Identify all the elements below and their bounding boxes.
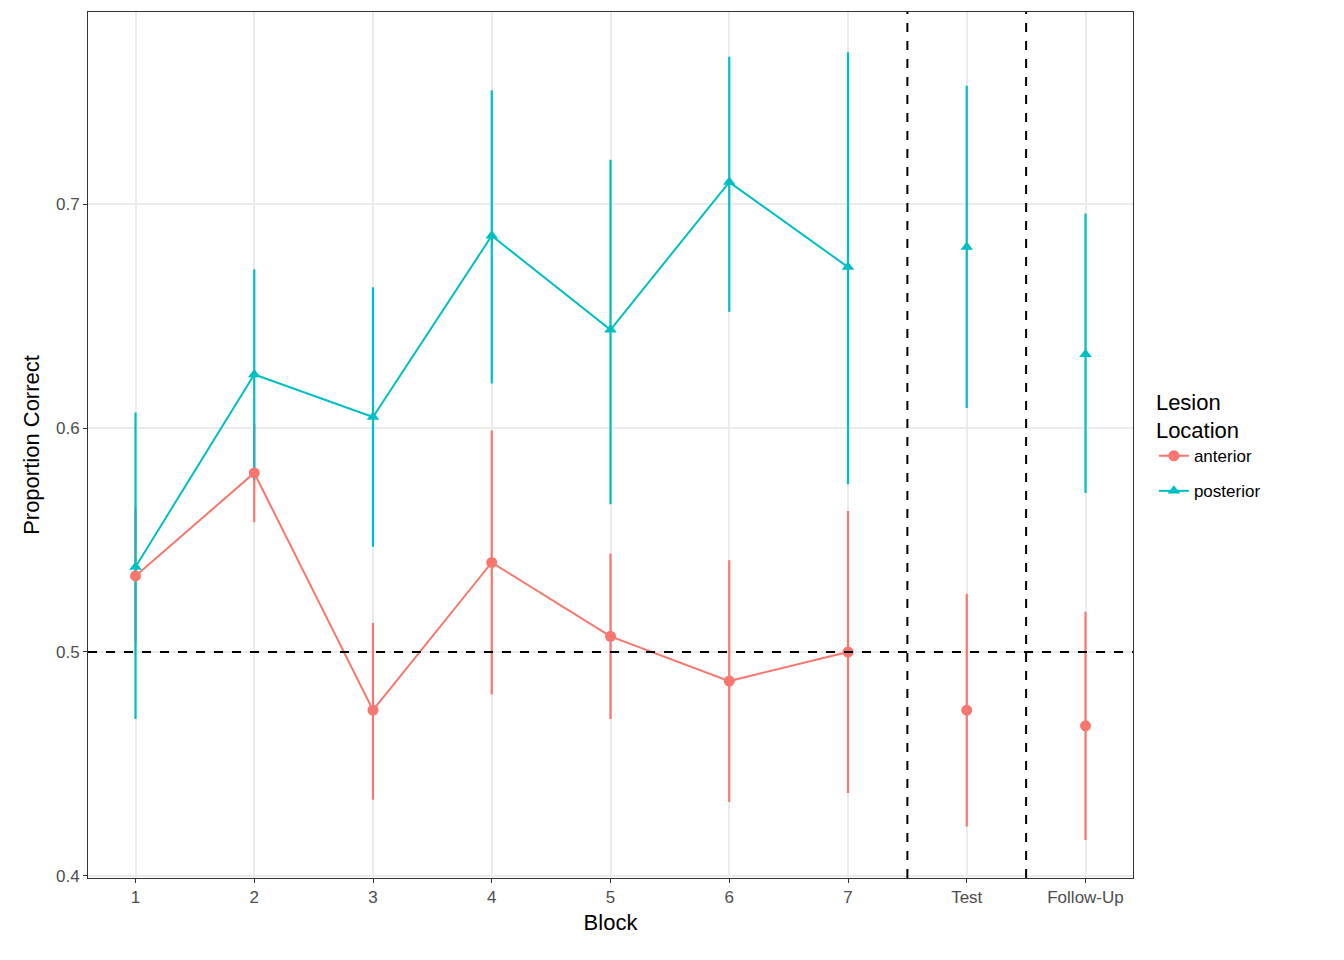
svg-text:4: 4: [487, 888, 496, 907]
svg-text:posterior: posterior: [1194, 482, 1260, 501]
svg-text:5: 5: [606, 888, 615, 907]
svg-text:Proportion Correct: Proportion Correct: [19, 355, 44, 535]
svg-text:3: 3: [368, 888, 377, 907]
svg-text:0.5: 0.5: [56, 643, 80, 662]
svg-text:2: 2: [250, 888, 259, 907]
svg-text:Test: Test: [951, 888, 982, 907]
svg-text:anterior: anterior: [1194, 447, 1252, 466]
svg-text:0.7: 0.7: [56, 195, 80, 214]
svg-text:7: 7: [843, 888, 852, 907]
svg-text:0.4: 0.4: [56, 867, 80, 886]
svg-text:1: 1: [131, 888, 140, 907]
svg-text:Block: Block: [584, 910, 639, 935]
svg-text:0.6: 0.6: [56, 419, 80, 438]
svg-text:6: 6: [725, 888, 734, 907]
svg-text:LesionLocation: LesionLocation: [1156, 390, 1239, 444]
svg-text:Follow-Up: Follow-Up: [1047, 888, 1124, 907]
